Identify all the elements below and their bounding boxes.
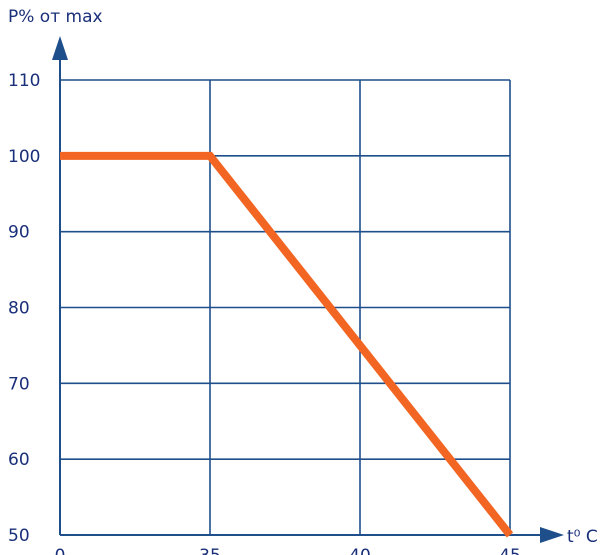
y-tick-label-100: 100: [8, 147, 40, 167]
x-axis-arrow: [540, 527, 564, 543]
x-tick-label-35: 35: [199, 546, 221, 555]
y-tick-label-60: 60: [8, 450, 30, 470]
x-axis-title: t⁰ C: [567, 527, 598, 547]
axes: [52, 36, 564, 543]
x-tick-label-0: 0: [55, 546, 66, 555]
grid: [60, 79, 511, 535]
tick-labels: 50 60 70 80 90 100 110 0 35 40 45: [8, 71, 521, 555]
y-tick-label-80: 80: [8, 299, 30, 319]
x-tick-label-40: 40: [349, 546, 371, 555]
y-tick-label-110: 110: [8, 71, 40, 91]
series: [60, 151, 514, 538]
series-line-0: [60, 151, 514, 538]
y-tick-label-70: 70: [8, 374, 30, 394]
y-tick-label-90: 90: [8, 223, 30, 243]
y-axis-title: P% от max: [8, 7, 103, 27]
x-tick-label-45: 45: [499, 546, 521, 555]
y-axis-arrow: [52, 36, 68, 60]
y-tick-label-50: 50: [8, 526, 30, 546]
